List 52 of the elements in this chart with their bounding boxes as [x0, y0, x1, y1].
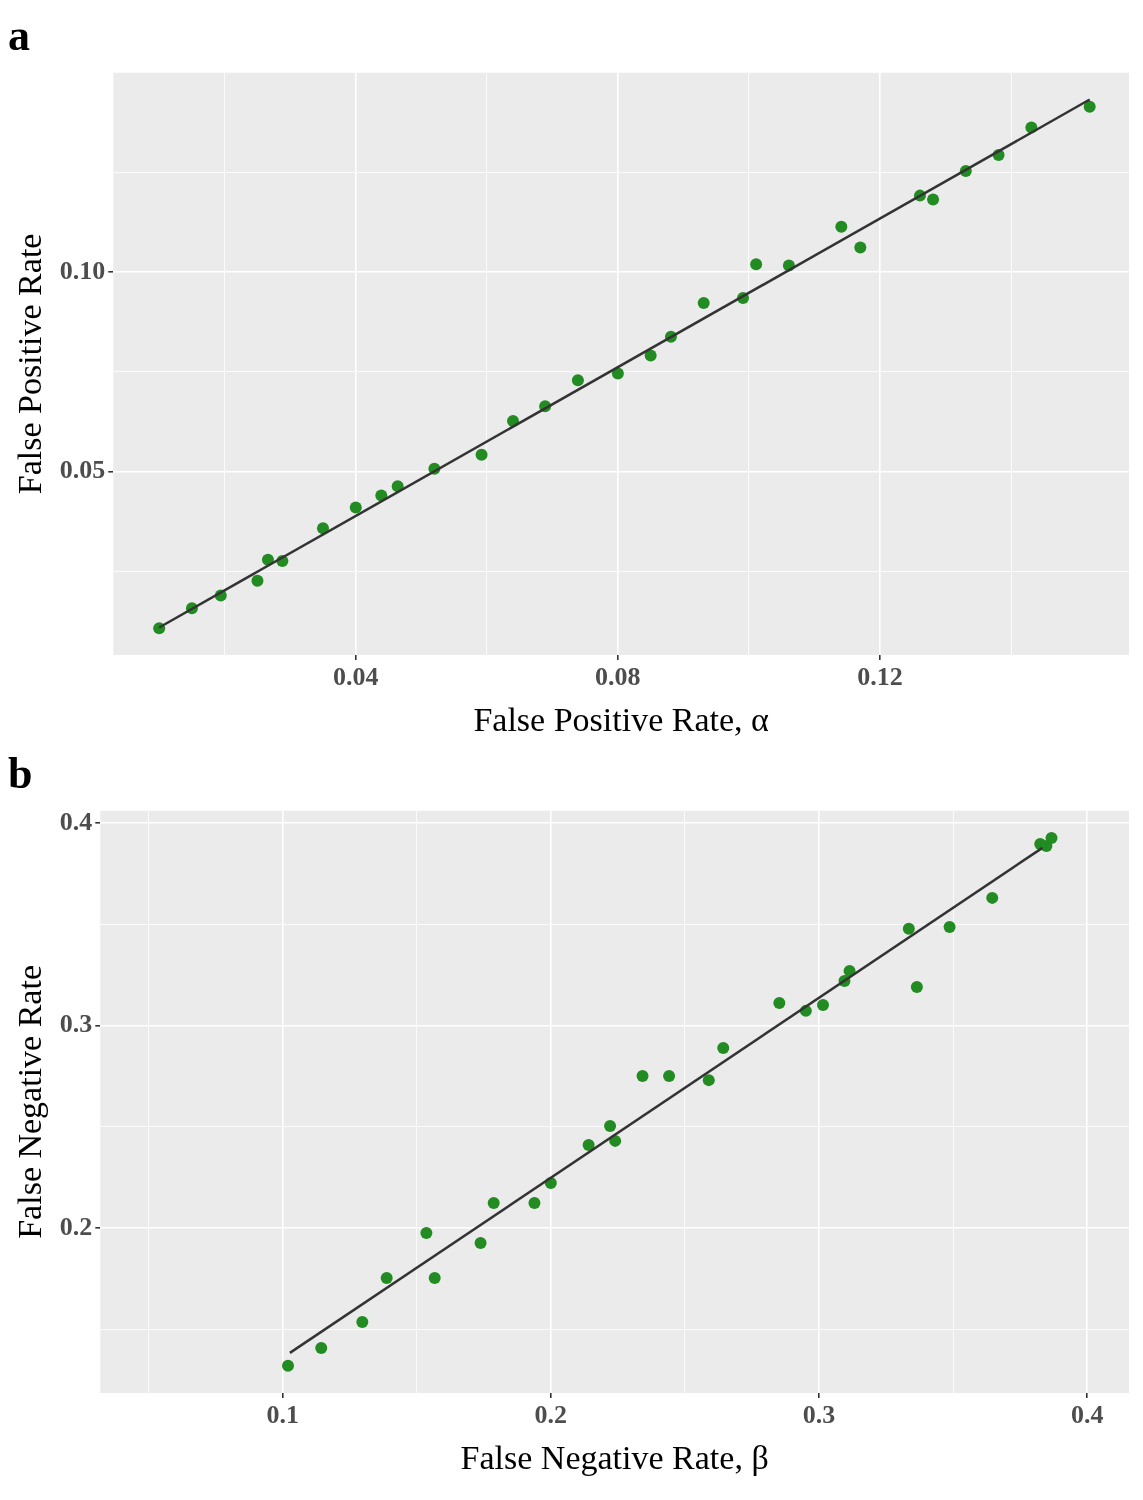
x-tick-label: 0.4 [1070, 1400, 1104, 1430]
x-axis-title: False Negative Rate, β [460, 1438, 769, 1476]
y-tick-label: 0.4 [59, 806, 93, 836]
point [349, 501, 362, 514]
point [817, 999, 830, 1011]
chart-title: b [8, 748, 33, 798]
point [750, 258, 763, 271]
point [380, 1271, 393, 1284]
point [582, 1138, 595, 1151]
y-tick-label: 0.2 [59, 1211, 93, 1241]
x-tick-label: 0.3 [802, 1400, 836, 1430]
point [604, 1119, 617, 1132]
point [315, 1342, 328, 1355]
x-tick-label: 0.12 [857, 662, 903, 692]
x-tick-label: 0.1 [266, 1400, 299, 1430]
y-axis-title: False Negative Rate [11, 965, 49, 1239]
point [835, 220, 848, 233]
point [854, 241, 867, 254]
point [644, 349, 657, 362]
point [316, 522, 329, 535]
point [943, 921, 956, 934]
point [636, 1070, 649, 1083]
x-tick-label: 0.08 [595, 662, 641, 692]
point [986, 891, 999, 904]
point [663, 1070, 676, 1083]
point [420, 1227, 433, 1240]
y-tick-label: 0.10 [59, 255, 106, 285]
point [571, 374, 584, 387]
point [251, 574, 264, 587]
point [428, 1271, 441, 1284]
point [528, 1197, 541, 1210]
point [356, 1315, 369, 1328]
point [1083, 100, 1096, 113]
point [475, 448, 488, 461]
y-tick-label: 0.05 [59, 455, 106, 485]
chart-title: a [8, 10, 30, 60]
point [902, 922, 915, 935]
x-tick-label: 0.2 [534, 1400, 568, 1430]
point [1045, 831, 1058, 844]
point [474, 1236, 487, 1249]
point [282, 1359, 295, 1372]
point [773, 996, 786, 1009]
y-axis-title: False Positive Rate [11, 233, 49, 495]
point [702, 1074, 715, 1087]
x-tick-label: 0.04 [333, 662, 379, 692]
point [910, 980, 923, 993]
y-tick-label: 0.3 [59, 1009, 93, 1039]
point [487, 1197, 500, 1210]
point [697, 296, 710, 309]
point [717, 1041, 730, 1054]
point [927, 193, 940, 206]
x-axis-title: False Positive Rate, α [473, 700, 770, 738]
